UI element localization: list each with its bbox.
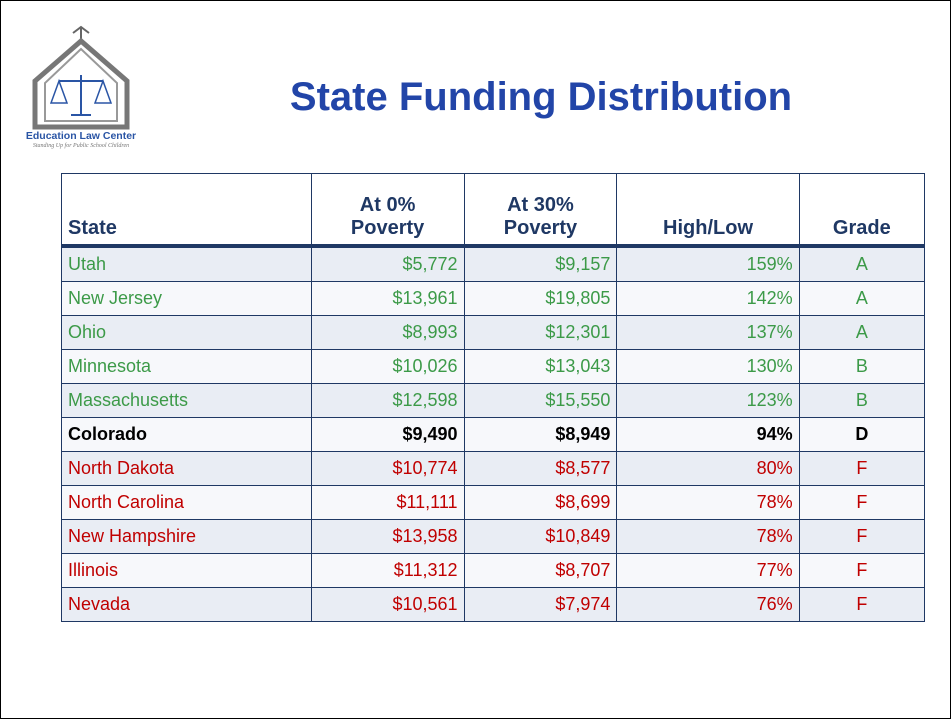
- table-cell: $9,490: [310, 417, 465, 452]
- table-cell: New Jersey: [61, 281, 312, 316]
- table-cell: $13,043: [463, 349, 618, 384]
- table-row: New Jersey $13,961 $19,805 142% A: [61, 281, 926, 316]
- table-cell: F: [798, 451, 926, 486]
- table-cell: 130%: [616, 349, 800, 384]
- table-cell: 142%: [616, 281, 800, 316]
- table-cell: 123%: [616, 383, 800, 418]
- table-cell: Nevada: [61, 587, 312, 622]
- table-row: New Hampshire $13,958 $10,849 78% F: [61, 519, 926, 554]
- table-row: Ohio $8,993 $12,301 137% A: [61, 315, 926, 350]
- slide-title: State Funding Distribution: [289, 75, 793, 119]
- table-cell: $5,772: [310, 245, 465, 282]
- table-cell: 94%: [616, 417, 800, 452]
- table-row: North Dakota $10,774 $8,577 80% F: [61, 451, 926, 486]
- table-cell: Minnesota: [61, 349, 312, 384]
- logo-name: Education Law Center: [25, 130, 137, 142]
- table-cell: 77%: [616, 553, 800, 588]
- table-cell: $19,805: [463, 281, 618, 316]
- column-header: State: [61, 173, 312, 248]
- table-cell: Ohio: [61, 315, 312, 350]
- table-cell: $10,774: [310, 451, 465, 486]
- logo-tagline: Standing Up for Public School Children: [32, 143, 130, 149]
- table-row: Utah $5,772 $9,157 159% A: [61, 245, 926, 282]
- table-cell: $8,993: [310, 315, 465, 350]
- table-row: Colorado $9,490 $8,949 94% D: [61, 417, 926, 452]
- table-cell: B: [798, 383, 926, 418]
- table-cell: $8,949: [463, 417, 618, 452]
- column-header: High/Low: [616, 173, 800, 248]
- table-cell: $7,974: [463, 587, 618, 622]
- table-cell: $11,111: [310, 485, 465, 520]
- table-cell: B: [798, 349, 926, 384]
- table-cell: Massachusetts: [61, 383, 312, 418]
- table-cell: $13,961: [310, 281, 465, 316]
- table-cell: North Dakota: [61, 451, 312, 486]
- table-cell: $12,301: [463, 315, 618, 350]
- table-cell: 80%: [616, 451, 800, 486]
- table-cell: Colorado: [61, 417, 312, 452]
- table-cell: $12,598: [310, 383, 465, 418]
- table-row: Nevada $10,561 $7,974 76% F: [61, 587, 926, 622]
- table-cell: 78%: [616, 485, 800, 520]
- table-body: Utah $5,772 $9,157 159% A New Jersey $13,961 $1…: [61, 245, 926, 622]
- table-cell: $11,312: [310, 553, 465, 588]
- column-header: At 0% Poverty: [310, 173, 465, 248]
- funding-table: State At 0% Poverty At 30% Poverty High/Low…: [61, 173, 926, 622]
- table-cell: $8,707: [463, 553, 618, 588]
- table-row: Massachusetts $12,598 $15,550 123% B: [61, 383, 926, 418]
- table-row: Illinois $11,312 $8,707 77% F: [61, 553, 926, 588]
- table-cell: 137%: [616, 315, 800, 350]
- table-cell: $9,157: [463, 245, 618, 282]
- table-cell: $8,699: [463, 485, 618, 520]
- logo-icon: [32, 25, 130, 130]
- table-cell: $8,577: [463, 451, 618, 486]
- table-cell: $10,026: [310, 349, 465, 384]
- table-cell: F: [798, 485, 926, 520]
- table-cell: F: [798, 519, 926, 554]
- table-cell: $15,550: [463, 383, 618, 418]
- table-cell: 159%: [616, 245, 800, 282]
- table-cell: F: [798, 587, 926, 622]
- table-cell: $13,958: [310, 519, 465, 554]
- table-cell: A: [798, 245, 926, 282]
- table-cell: Illinois: [61, 553, 312, 588]
- table-cell: F: [798, 553, 926, 588]
- header-row: State At 0% Poverty At 30% Poverty High/Low…: [61, 173, 926, 248]
- table-row: Minnesota $10,026 $13,043 130% B: [61, 349, 926, 384]
- table-cell: 76%: [616, 587, 800, 622]
- column-header: Grade: [798, 173, 926, 248]
- table-cell: New Hampshire: [61, 519, 312, 554]
- table-row: North Carolina $11,111 $8,699 78% F: [61, 485, 926, 520]
- table-cell: 78%: [616, 519, 800, 554]
- table-cell: D: [798, 417, 926, 452]
- table-cell: $10,561: [310, 587, 465, 622]
- column-header: At 30% Poverty: [463, 173, 618, 248]
- table-cell: $10,849: [463, 519, 618, 554]
- table-cell: A: [798, 315, 926, 350]
- table-cell: North Carolina: [61, 485, 312, 520]
- table-cell: Utah: [61, 245, 312, 282]
- table-cell: A: [798, 281, 926, 316]
